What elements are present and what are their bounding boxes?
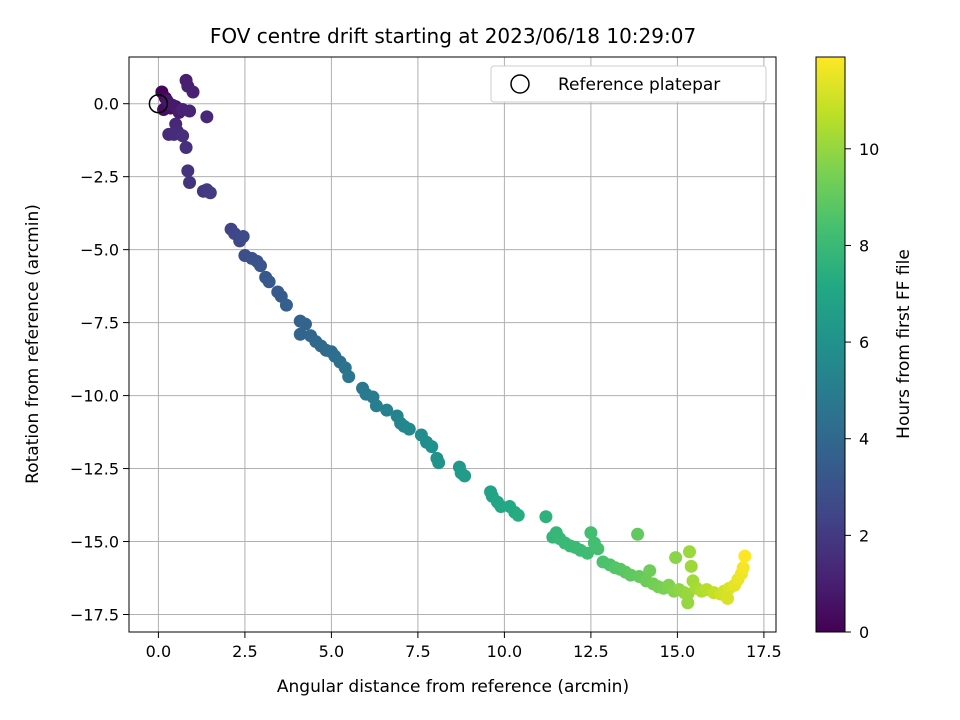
data-point [176, 129, 190, 143]
x-tick-label: 10.0 [487, 642, 523, 661]
data-point [186, 85, 200, 99]
plot-area-frame [128, 56, 777, 633]
colorbar: 0 2 4 6 8 10 Hours from first FF file [815, 56, 914, 642]
data-point [539, 510, 553, 524]
y-tick-label: −2.5 [80, 168, 119, 187]
x-axis: 0.0 2.5 5.0 7.5 10.0 12.5 15.0 17.5 [146, 632, 782, 661]
reference-platepar-marker [148, 93, 169, 114]
colorbar-tick-label: 0 [859, 623, 869, 642]
data-point [669, 551, 683, 565]
data-point [179, 140, 193, 154]
data-point [591, 542, 605, 556]
data-point [458, 469, 472, 483]
data-point [584, 526, 598, 540]
y-tick-label: −15.0 [70, 533, 119, 552]
x-tick-label: 17.5 [746, 642, 782, 661]
data-point [511, 508, 525, 522]
x-tick-label: 0.0 [146, 642, 171, 661]
data-points [155, 73, 752, 610]
y-tick-label: −7.5 [80, 314, 119, 333]
chart-title: FOV centre drift starting at 2023/06/18 … [210, 24, 696, 48]
data-point [262, 275, 276, 289]
data-point [298, 317, 312, 331]
data-point [380, 403, 394, 417]
data-point [200, 110, 214, 124]
y-tick-label: −10.0 [70, 387, 119, 406]
x-tick-label: 12.5 [573, 642, 609, 661]
data-point [580, 546, 594, 560]
colorbar-tick-label: 8 [859, 236, 869, 255]
x-tick-label: 15.0 [660, 642, 696, 661]
data-point [681, 596, 695, 610]
legend-entry-reference-platepar: Reference platepar [558, 75, 720, 95]
data-point [738, 549, 752, 563]
data-point [253, 259, 267, 273]
data-point [425, 440, 439, 454]
data-point [342, 370, 356, 384]
y-tick-label: −17.5 [70, 605, 119, 624]
legend-box [490, 65, 767, 103]
data-point [736, 561, 750, 575]
y-tick-label: −12.5 [70, 460, 119, 479]
y-tick-label: −5.0 [80, 241, 119, 260]
data-point [643, 564, 657, 578]
data-point [181, 164, 195, 178]
data-point [183, 104, 197, 118]
y-tick-label: 0.0 [94, 95, 119, 114]
y-axis-label: Rotation from reference (arcmin) [23, 204, 43, 484]
data-point [402, 422, 416, 436]
data-point [721, 591, 735, 605]
x-tick-label: 7.5 [405, 642, 430, 661]
x-axis-label: Angular distance from reference (arcmin) [277, 677, 629, 697]
data-point [293, 327, 307, 341]
colorbar-gradient [815, 56, 846, 633]
x-tick-label: 2.5 [232, 642, 257, 661]
data-point [236, 230, 250, 244]
colorbar-tick-label: 6 [859, 333, 869, 352]
colorbar-tick-label: 4 [859, 430, 869, 449]
data-point [432, 456, 446, 470]
data-point [203, 186, 217, 200]
colorbar-tick-label: 2 [859, 526, 869, 545]
x-tick-label: 5.0 [319, 642, 344, 661]
data-point [279, 298, 293, 312]
legend: Reference platepar [490, 65, 767, 103]
grid-lines [129, 57, 776, 632]
data-point [684, 559, 698, 573]
data-point [183, 176, 197, 190]
colorbar-label: Hours from first FF file [894, 249, 914, 439]
data-point [683, 545, 697, 559]
y-axis: 0.0 −2.5 −5.0 −7.5 −10.0 −12.5 −15.0 −17.5 [70, 95, 129, 624]
colorbar-ticks: 0 2 4 6 8 10 [845, 140, 879, 642]
legend-reference-marker-icon [510, 74, 530, 94]
data-point [631, 527, 645, 541]
colorbar-tick-label: 10 [859, 140, 879, 159]
data-point [369, 399, 383, 413]
